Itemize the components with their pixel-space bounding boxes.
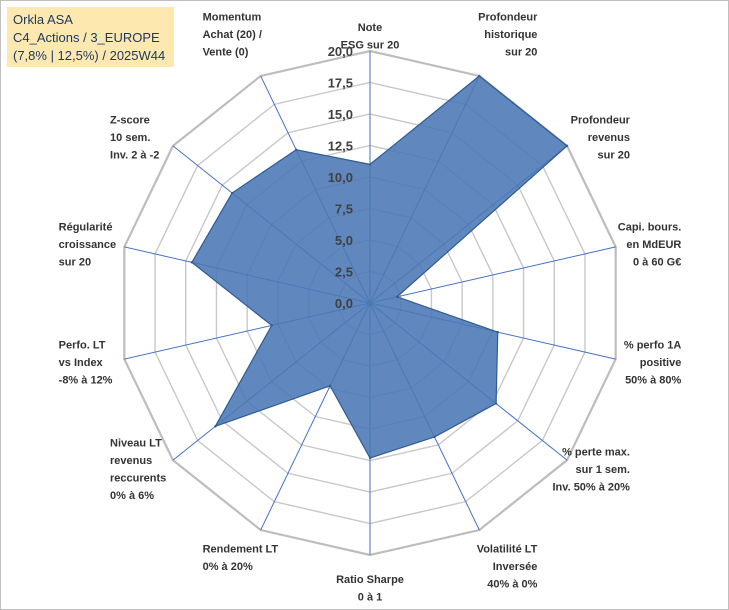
axis-label: Z-score 10 sem. Inv. 2 à -2 bbox=[110, 115, 159, 162]
axis-label-line: Perfo. LT bbox=[59, 340, 106, 352]
axis-label-line: 0 à 1 bbox=[358, 592, 382, 604]
axis-label-line: Inv. 2 à -2 bbox=[110, 150, 159, 162]
axis-label: % perfo 1A positive 50% à 80% bbox=[624, 340, 682, 387]
axis-label-line: sur 20 bbox=[598, 150, 630, 162]
axis-label-line: revenus bbox=[588, 132, 630, 144]
axis-label-line: Note bbox=[358, 22, 382, 34]
axis-label-line: 0% à 20% bbox=[203, 561, 253, 573]
data-point bbox=[190, 261, 194, 264]
data-point bbox=[214, 425, 217, 428]
axis-label-line: sur 1 sem. bbox=[576, 464, 630, 476]
data-point bbox=[328, 384, 332, 388]
axis-label-line: en MdEUR bbox=[626, 239, 681, 251]
axis-label-line: Niveau LT bbox=[110, 438, 162, 450]
axis-label-line: ESG sur 20 bbox=[341, 40, 400, 52]
axis-label-line: vs Index bbox=[59, 357, 104, 369]
chart-title-box: Orkla ASA C4_Actions / 3_EUROPE (7,8% | … bbox=[7, 7, 174, 67]
axis-label-line: Profondeur bbox=[478, 11, 538, 23]
axis-label-line: Régularité bbox=[59, 221, 113, 233]
data-point bbox=[230, 191, 234, 195]
axis-label: Perfo. LT vs Index -8% à 12% bbox=[59, 340, 113, 387]
data-point bbox=[433, 435, 436, 439]
tick-label: 10,0 bbox=[328, 170, 353, 185]
tick-label: 7,5 bbox=[335, 202, 353, 217]
tick-label: 0,0 bbox=[335, 296, 353, 311]
data-point bbox=[494, 402, 498, 405]
data-series-area bbox=[191, 75, 568, 459]
axis-label: Momentum Achat (20) / Vente (0) bbox=[203, 11, 262, 58]
axis-label-line: 10 sem. bbox=[110, 132, 150, 144]
axis-label-line: Inversée bbox=[493, 561, 538, 573]
axis-label: Note ESG sur 20 bbox=[341, 22, 400, 52]
data-point bbox=[496, 330, 499, 334]
data-point bbox=[294, 148, 298, 151]
axis-spoke bbox=[369, 246, 616, 304]
axis-label: Volatilité LT Inversée 40% à 0% bbox=[477, 544, 538, 591]
axis-label-line: revenus bbox=[110, 455, 152, 467]
axis-label-line: 0% à 6% bbox=[110, 490, 154, 502]
tick-label: 15,0 bbox=[328, 107, 353, 122]
tick-label: 2,5 bbox=[335, 265, 353, 280]
axis-label-line: reccurents bbox=[110, 473, 166, 485]
data-point bbox=[270, 324, 273, 327]
axis-label-line: sur 20 bbox=[59, 256, 91, 268]
axis-label-line: Vente (0) bbox=[203, 46, 249, 58]
data-point bbox=[478, 74, 481, 78]
axis-label: Profondeur historique sur 20 bbox=[478, 11, 538, 58]
axis-label-line: -8% à 12% bbox=[59, 375, 113, 387]
axis-label: Profondeur revenus sur 20 bbox=[571, 115, 631, 162]
company-name: Orkla ASA bbox=[13, 12, 73, 27]
axis-label: Niveau LT revenus reccurents 0% à 6% bbox=[110, 438, 166, 503]
axis-label-line: 40% à 0% bbox=[487, 579, 537, 591]
tick-label: 12,5 bbox=[328, 139, 353, 154]
portfolio-category: C4_Actions / 3_EUROPE bbox=[13, 30, 160, 45]
axis-label: Régularité croissance sur 20 bbox=[59, 221, 116, 268]
axis-label-line: 50% à 80% bbox=[625, 375, 681, 387]
axis-label-line: Volatilité LT bbox=[477, 544, 538, 556]
tick-label: 17,5 bbox=[328, 76, 353, 91]
axis-label-line: historique bbox=[484, 29, 537, 41]
axis-label-line: Z-score bbox=[110, 115, 150, 127]
axis-label-line: Profondeur bbox=[571, 115, 631, 127]
axis-label-line: % perfo 1A bbox=[624, 340, 682, 352]
axis-label-line: 0 à 60 G€ bbox=[633, 256, 681, 268]
axis-label-line: Momentum bbox=[203, 11, 262, 23]
data-point bbox=[368, 456, 372, 460]
data-point bbox=[368, 163, 372, 166]
portfolio-weights-week: (7,8% | 12,5%) / 2025W44 bbox=[13, 48, 166, 63]
tick-label: 20,0 bbox=[328, 44, 353, 59]
data-point bbox=[565, 144, 569, 148]
tick-label: 5,0 bbox=[335, 233, 353, 248]
axis-label: Ratio Sharpe 0 à 1 bbox=[336, 574, 404, 604]
axis-label-line: positive bbox=[640, 357, 682, 369]
data-point bbox=[395, 295, 399, 299]
axis-label-line: Inv. 50% à 20% bbox=[553, 481, 631, 493]
axis-label-line: croissance bbox=[59, 239, 116, 251]
axis-label-line: % perte max. bbox=[562, 446, 630, 458]
axis-label-line: Rendement LT bbox=[203, 544, 279, 556]
axis-label-line: Achat (20) / bbox=[203, 29, 262, 41]
axis-label-line: sur 20 bbox=[505, 46, 537, 58]
axis-label-line: Ratio Sharpe bbox=[336, 574, 404, 586]
axis-label: Rendement LT 0% à 20% bbox=[203, 544, 279, 574]
axis-label: Capi. bours. en MdEUR 0 à 60 G€ bbox=[618, 221, 682, 268]
axis-label: % perte max. sur 1 sem. Inv. 50% à 20% bbox=[553, 446, 631, 493]
axis-label-line: Capi. bours. bbox=[618, 221, 682, 233]
